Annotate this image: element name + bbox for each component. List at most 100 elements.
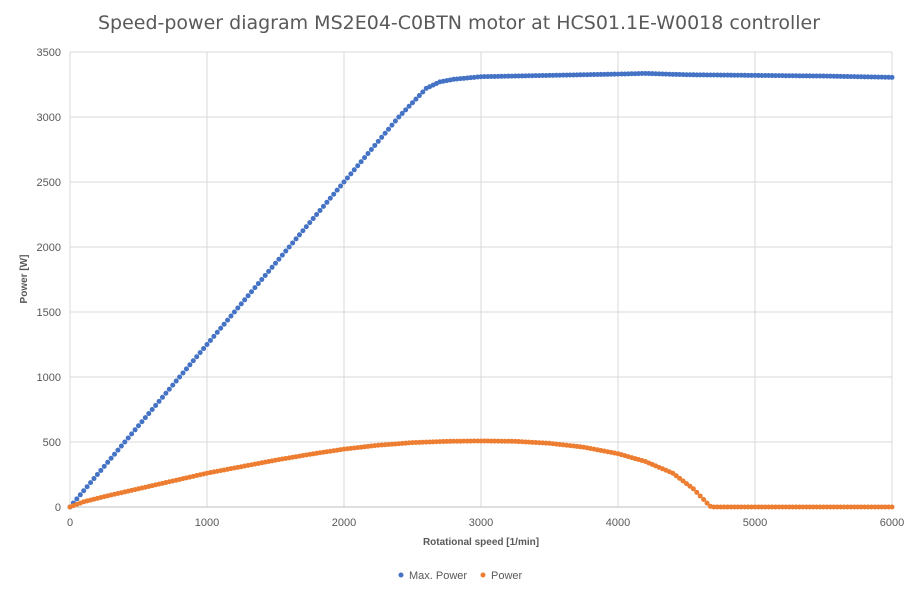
data-point (125, 435, 131, 441)
data-point (389, 122, 395, 128)
data-point (77, 492, 83, 498)
data-point (173, 378, 179, 384)
data-point (684, 481, 689, 487)
data-point (396, 114, 402, 120)
data-point (136, 423, 141, 429)
x-axis-title: Rotational speed [1/min] (423, 537, 539, 548)
data-point (704, 500, 710, 506)
data-point (817, 504, 823, 510)
data-point (142, 415, 148, 421)
data-point (752, 504, 758, 510)
data-point (800, 504, 806, 510)
data-point (338, 183, 344, 189)
data-point (882, 504, 888, 510)
data-point (745, 504, 751, 510)
data-point (824, 504, 830, 510)
data-point (249, 289, 255, 295)
data-point (889, 74, 895, 80)
data-point (680, 478, 686, 484)
data-point (838, 504, 844, 510)
grid (69, 51, 893, 507)
y-tick-label: 3000 (37, 112, 61, 124)
data-point (334, 187, 340, 193)
data-point (286, 244, 292, 250)
data-point (742, 504, 748, 510)
data-point (855, 504, 861, 510)
y-tick-label: 0 (55, 502, 61, 514)
data-point (122, 439, 128, 445)
data-point (146, 411, 152, 417)
data-point (101, 463, 107, 469)
data-point (269, 264, 275, 270)
data-point (153, 402, 159, 408)
data-point (416, 93, 422, 99)
data-point (793, 504, 799, 510)
data-point (697, 493, 703, 499)
data-point (108, 455, 114, 461)
data-point (827, 504, 833, 510)
y-tick-label: 3500 (37, 47, 61, 59)
data-point (803, 504, 809, 510)
data-point (252, 285, 258, 291)
data-point (81, 488, 87, 494)
data-point (382, 130, 388, 136)
data-point (74, 496, 80, 502)
data-point (386, 126, 392, 132)
y-tick-label: 1000 (37, 372, 61, 384)
data-point (687, 483, 693, 489)
data-point (139, 419, 145, 425)
data-point (886, 504, 892, 510)
y-tick-label: 1500 (37, 307, 61, 319)
data-point (814, 504, 820, 510)
data-point (118, 443, 124, 449)
data-point (759, 504, 765, 510)
data-point (368, 147, 374, 152)
data-point (879, 504, 885, 510)
data-point (231, 309, 237, 315)
data-point (228, 313, 234, 319)
data-point (362, 155, 368, 161)
y-tick-label: 2000 (37, 242, 61, 254)
data-point (790, 504, 796, 510)
legend: Max. Power Power (398, 570, 523, 582)
y-tick-labels: 0 500 1000 1500 2000 2500 3000 3500 (37, 47, 61, 514)
y-axis-title: Power [W] (19, 255, 30, 304)
data-point (105, 459, 111, 465)
data-point (776, 504, 782, 510)
data-point (276, 256, 282, 262)
data-point (112, 451, 118, 457)
data-point (399, 110, 405, 116)
x-tick-label: 6000 (880, 517, 904, 529)
legend-marker (480, 572, 486, 578)
data-point (872, 504, 878, 510)
data-point (166, 386, 172, 392)
data-point (889, 504, 895, 510)
data-point (238, 301, 244, 307)
data-point (221, 321, 227, 327)
data-point (786, 504, 792, 510)
data-point (865, 504, 871, 510)
data-point (372, 142, 378, 148)
plot-area (67, 70, 895, 510)
data-point (194, 354, 200, 360)
data-point (218, 325, 224, 331)
data-point (296, 232, 302, 238)
y-tick-label: 500 (43, 437, 61, 449)
data-point (344, 175, 350, 181)
data-point (858, 504, 864, 510)
x-tick-label: 0 (67, 517, 73, 529)
data-point (358, 159, 364, 165)
data-point (262, 272, 268, 278)
legend-label: Power (491, 570, 523, 582)
series-max-power (67, 70, 895, 510)
data-point (406, 103, 412, 109)
data-point (314, 212, 320, 217)
data-point (779, 504, 785, 510)
data-point (273, 260, 278, 266)
data-point (810, 504, 816, 510)
data-point (327, 195, 333, 201)
data-point (235, 305, 241, 311)
data-point (834, 504, 840, 510)
data-point (379, 134, 385, 140)
data-point (115, 447, 121, 453)
